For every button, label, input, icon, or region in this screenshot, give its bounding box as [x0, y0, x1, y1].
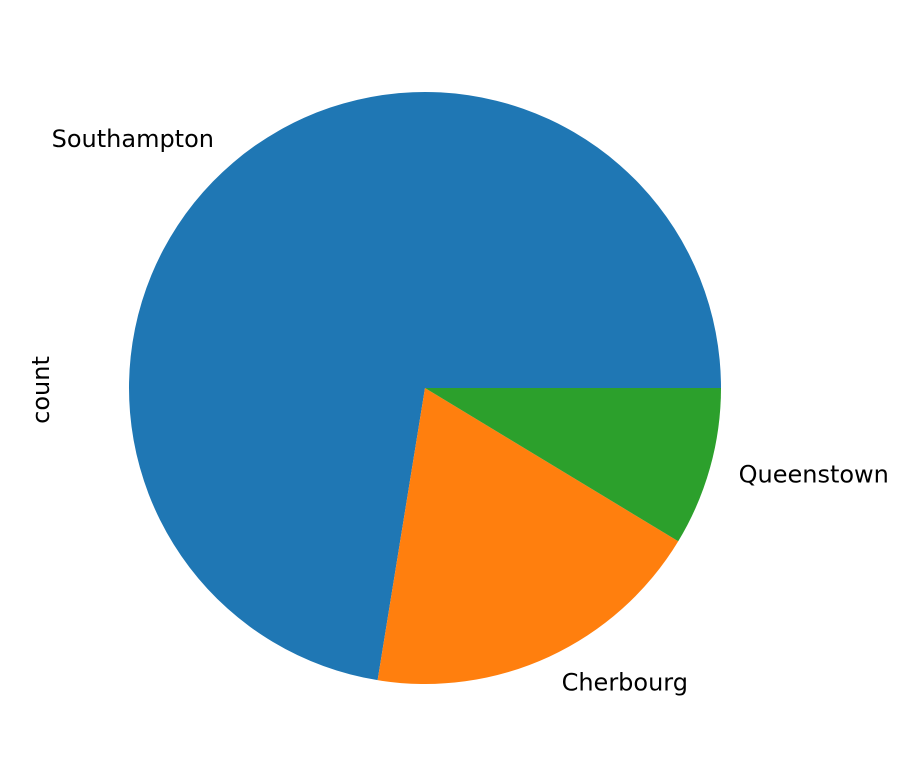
- slice-queenstown: [425, 388, 721, 542]
- pie-slices: [128, 92, 721, 684]
- slice-cherbourg: [377, 388, 679, 684]
- slice-southampton: [128, 92, 721, 681]
- slice-label-southampton: Southampton: [52, 125, 214, 153]
- slice-label-cherbourg: Cherbourg: [562, 669, 688, 697]
- pie-labels: Southampton Cherbourg Queenstown: [52, 125, 889, 697]
- y-axis-label: count: [27, 356, 55, 424]
- slice-label-queenstown: Queenstown: [739, 461, 889, 489]
